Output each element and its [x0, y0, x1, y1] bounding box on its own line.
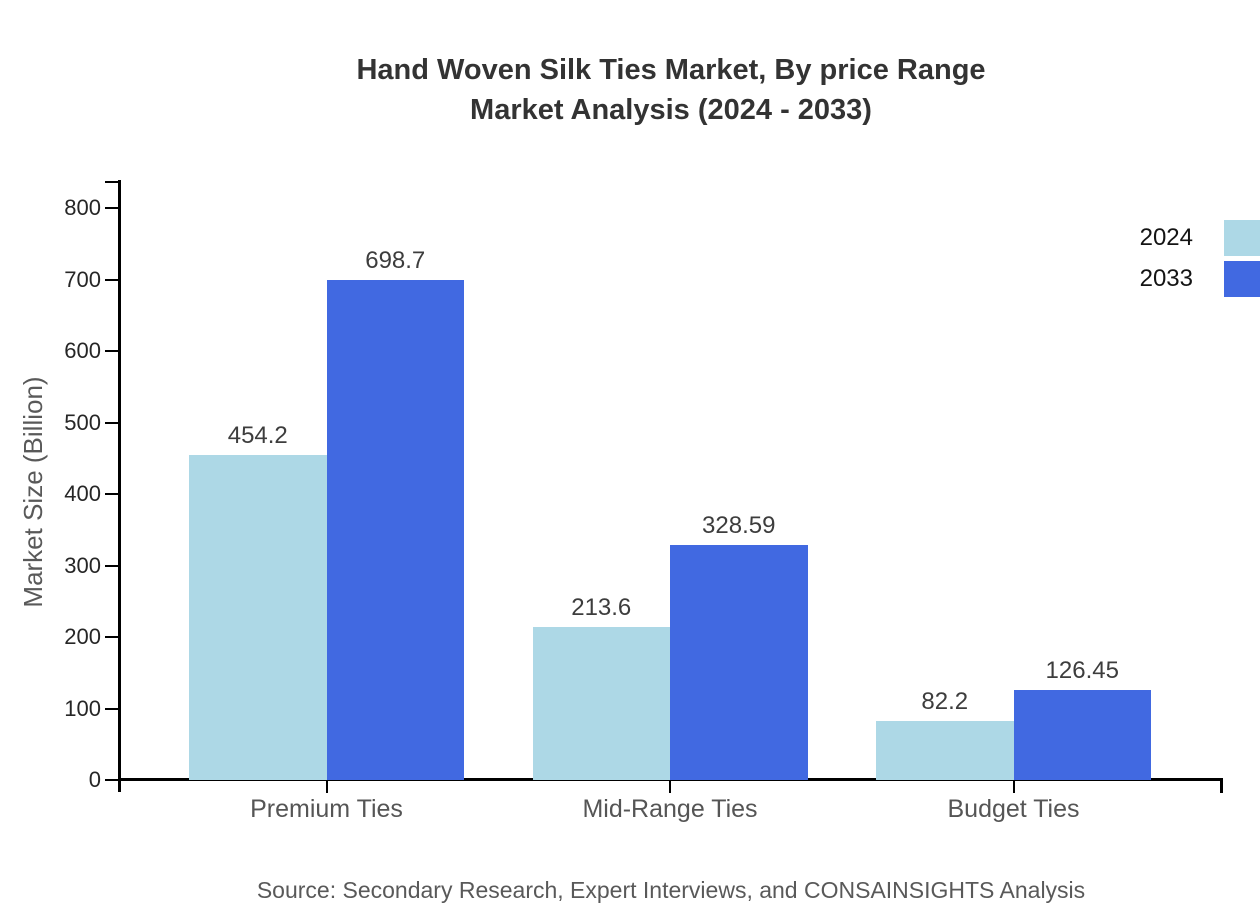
x-axis-end-tick [1220, 778, 1223, 793]
bar-2033-premium-ties [326, 280, 464, 780]
y-tick-label: 300 [64, 552, 101, 578]
y-tick-label: 800 [64, 195, 101, 220]
y-tick-label: 0 [88, 767, 101, 792]
bar-2033-mid-range-ties [670, 545, 808, 780]
y-tick [105, 707, 118, 710]
bar-value-label: 698.7 [365, 247, 426, 275]
y-tick-label: 700 [64, 266, 101, 292]
chart-subtitle: Market Analysis (2024 - 2033) [470, 94, 872, 126]
y-tick [105, 350, 118, 352]
bar-value-label: 82.2 [921, 688, 969, 716]
x-tick [325, 781, 328, 793]
bar-2033-budget-ties [1013, 689, 1151, 780]
legend-swatch-2024 [1224, 220, 1260, 256]
y-axis-spine [118, 180, 121, 792]
bar-value-label: 213.6 [571, 594, 632, 622]
y-tick [105, 278, 118, 281]
bar-2024-mid-range-ties [532, 627, 670, 780]
y-tick-label: 400 [64, 481, 101, 506]
bar-2024-premium-ties [189, 455, 327, 780]
legend-label-2033: 2033 [1139, 265, 1193, 292]
y-tick-label: 500 [64, 409, 101, 435]
bar-value-label: 126.45 [1045, 656, 1119, 684]
category-label: Budget Ties [947, 795, 1080, 823]
source-note: Source: Secondary Research, Expert Inter… [256, 877, 1086, 903]
chart-title-block: Hand Woven Silk Ties Market, By price Ra… [120, 50, 1222, 130]
y-axis-end-tick [105, 181, 118, 183]
chart-title: Hand Woven Silk Ties Market, By price Ra… [356, 54, 986, 86]
y-tick [105, 493, 118, 495]
legend-label-2024: 2024 [1139, 224, 1193, 251]
y-tick [105, 564, 118, 567]
bar-value-label: 328.59 [702, 512, 776, 540]
bar-2024-budget-ties [876, 721, 1014, 780]
bar-value-label: 454.2 [227, 422, 288, 450]
y-tick [105, 207, 118, 209]
y-tick-label: 200 [64, 624, 101, 649]
x-tick [1012, 781, 1015, 793]
category-label: Premium Ties [250, 795, 403, 823]
y-tick-label: 600 [64, 338, 101, 363]
legend-swatch-2033 [1224, 261, 1260, 297]
x-tick [669, 781, 671, 793]
y-tick [105, 421, 118, 424]
y-tick [105, 636, 118, 638]
y-tick-label: 100 [64, 695, 101, 721]
y-tick [105, 779, 118, 781]
category-label: Mid-Range Ties [582, 795, 758, 823]
